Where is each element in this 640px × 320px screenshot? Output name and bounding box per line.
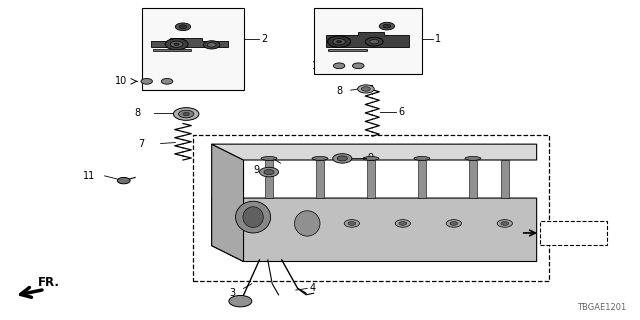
Text: 11: 11	[83, 171, 95, 181]
Bar	[540, 221, 607, 245]
Circle shape	[229, 295, 252, 307]
Ellipse shape	[236, 201, 271, 233]
Circle shape	[179, 110, 194, 118]
Text: 5: 5	[212, 46, 218, 56]
Text: 8: 8	[134, 108, 140, 118]
Circle shape	[370, 39, 379, 44]
Text: 4: 4	[309, 283, 316, 292]
Ellipse shape	[465, 156, 481, 160]
Circle shape	[497, 220, 513, 227]
Circle shape	[365, 37, 383, 46]
Bar	[141, 8, 244, 90]
Text: 12: 12	[207, 15, 220, 25]
Circle shape	[337, 40, 342, 43]
Bar	[316, 160, 324, 198]
Circle shape	[362, 87, 371, 91]
Circle shape	[399, 221, 406, 225]
Circle shape	[450, 221, 458, 225]
Polygon shape	[326, 32, 409, 47]
Ellipse shape	[261, 156, 277, 160]
Polygon shape	[212, 144, 537, 160]
Polygon shape	[212, 144, 244, 261]
Ellipse shape	[414, 156, 430, 160]
Circle shape	[207, 43, 216, 47]
Circle shape	[170, 41, 183, 47]
Circle shape	[333, 63, 345, 69]
Circle shape	[175, 23, 191, 31]
Circle shape	[337, 156, 348, 161]
Text: 7: 7	[138, 139, 145, 148]
Circle shape	[353, 63, 364, 69]
Circle shape	[333, 154, 352, 163]
Text: 1: 1	[435, 35, 442, 44]
Circle shape	[161, 78, 173, 84]
Circle shape	[117, 178, 130, 184]
Circle shape	[344, 220, 360, 227]
Text: 10: 10	[312, 61, 324, 71]
Bar	[153, 49, 191, 51]
Circle shape	[173, 108, 199, 120]
Circle shape	[264, 170, 274, 175]
Circle shape	[328, 36, 351, 47]
Text: E-10-1: E-10-1	[545, 228, 582, 238]
Circle shape	[358, 85, 374, 93]
Text: FR.: FR.	[38, 276, 60, 289]
Bar	[314, 8, 422, 74]
Circle shape	[501, 221, 509, 225]
Text: 6: 6	[398, 108, 404, 117]
Bar	[328, 49, 367, 51]
Bar	[469, 160, 477, 198]
Circle shape	[333, 38, 346, 45]
Text: 5: 5	[385, 46, 390, 56]
Text: 3: 3	[230, 288, 236, 298]
Circle shape	[165, 38, 188, 50]
Bar	[193, 135, 549, 281]
Ellipse shape	[294, 211, 320, 236]
Text: TBGAE1201: TBGAE1201	[577, 303, 626, 312]
Circle shape	[446, 220, 461, 227]
Text: 10: 10	[115, 76, 127, 86]
Circle shape	[179, 25, 187, 29]
Bar	[418, 160, 426, 198]
Bar	[265, 160, 273, 198]
Circle shape	[141, 78, 152, 84]
Circle shape	[395, 220, 410, 227]
Circle shape	[348, 221, 356, 225]
Ellipse shape	[312, 156, 328, 160]
Text: 8: 8	[336, 86, 342, 96]
Circle shape	[259, 167, 278, 177]
Circle shape	[383, 24, 391, 28]
Text: 12: 12	[401, 15, 414, 25]
Circle shape	[183, 112, 189, 116]
Polygon shape	[212, 198, 537, 261]
Circle shape	[174, 43, 179, 45]
Text: 9: 9	[253, 164, 259, 174]
Ellipse shape	[243, 207, 263, 228]
Circle shape	[380, 22, 394, 30]
Circle shape	[204, 41, 220, 49]
Polygon shape	[151, 38, 228, 47]
Text: 2: 2	[261, 35, 268, 44]
Bar	[367, 160, 375, 198]
Ellipse shape	[363, 156, 379, 160]
Bar	[501, 160, 509, 198]
Text: 9: 9	[368, 153, 374, 164]
